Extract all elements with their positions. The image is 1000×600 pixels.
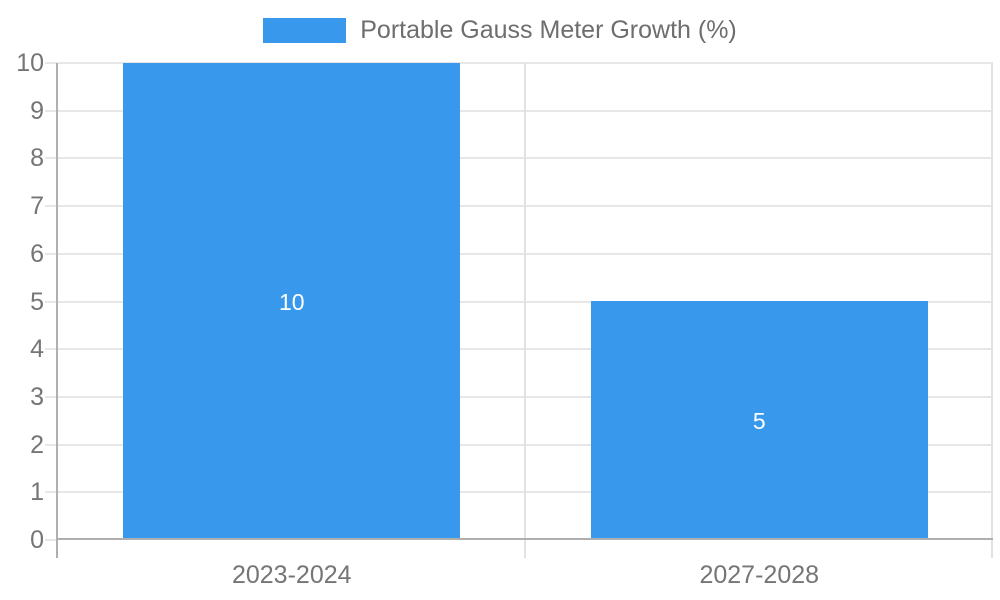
chart-legend: Portable Gauss Meter Growth (%) <box>0 16 1000 44</box>
y-axis-tick <box>45 300 57 303</box>
bar-2023-2024 <box>123 63 460 540</box>
y-axis-tick <box>45 62 57 64</box>
y-axis-tick <box>45 443 57 446</box>
y-axis-tick-label: 7 <box>30 192 44 221</box>
y-axis-tick-label: 2 <box>30 430 44 459</box>
y-axis-tick-label: 6 <box>30 239 44 268</box>
y-axis-tick-label: 3 <box>30 382 44 411</box>
legend-swatch <box>263 17 347 43</box>
y-axis-tick-label: 4 <box>30 335 44 364</box>
y-axis-line <box>56 63 58 558</box>
y-axis-tick <box>45 395 57 398</box>
bar-value-label: 5 <box>752 407 766 434</box>
y-axis-tick-label: 5 <box>30 287 44 316</box>
y-axis-tick <box>45 252 57 255</box>
y-axis-tick <box>45 348 57 351</box>
x-axis-category-label: 2023-2024 <box>231 561 352 589</box>
bar-2027-2028 <box>591 301 928 540</box>
y-axis-tick-label: 9 <box>30 96 44 125</box>
x-axis-category-label: 2027-2028 <box>699 561 820 589</box>
y-axis-tick <box>45 157 57 160</box>
y-axis-tick <box>45 205 57 208</box>
y-axis-tick-label: 10 <box>16 49 44 77</box>
y-axis-tick <box>45 491 57 494</box>
y-axis-tick <box>45 539 57 541</box>
bar-value-label: 10 <box>278 288 305 315</box>
plot-area: 0 1 2 3 4 5 6 7 8 9 10 10 2023-2024 5 2027-2028 <box>16 50 993 588</box>
y-axis-tick-label: 0 <box>30 526 44 554</box>
legend-label: Portable Gauss Meter Growth (%) <box>360 16 737 44</box>
y-axis-tick-label: 1 <box>30 478 44 507</box>
category-boundary-line <box>524 63 526 558</box>
y-axis-tick <box>45 109 57 112</box>
category-boundary-line <box>991 63 993 558</box>
x-axis-line <box>58 538 993 540</box>
y-axis-tick-label: 8 <box>30 144 44 173</box>
